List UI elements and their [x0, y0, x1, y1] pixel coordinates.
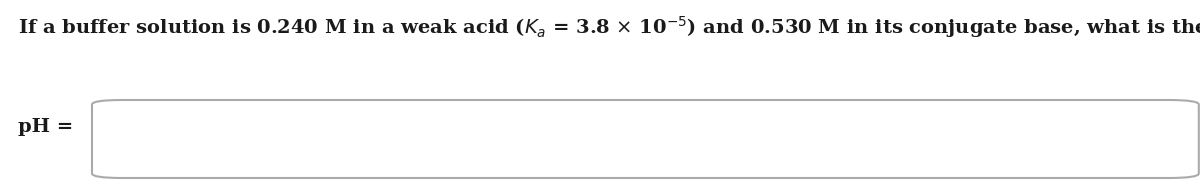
FancyBboxPatch shape [92, 100, 1199, 178]
Text: If a buffer solution is 0.240 M in a weak acid ($K_a$ = 3.8 $\times$ 10$^{-5}$) : If a buffer solution is 0.240 M in a wea… [18, 14, 1200, 40]
Text: pH =: pH = [18, 118, 73, 136]
